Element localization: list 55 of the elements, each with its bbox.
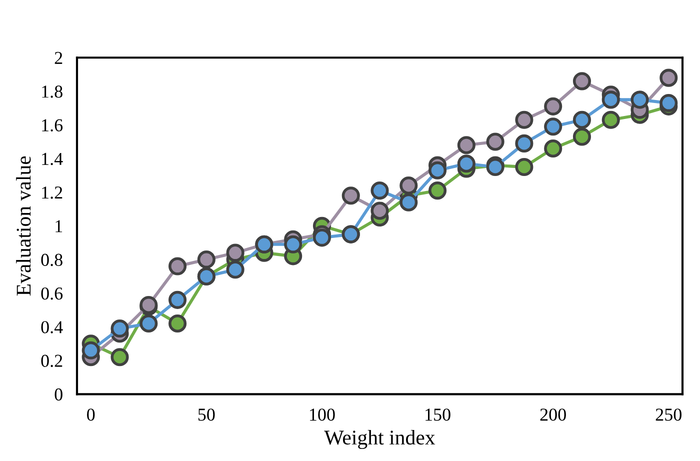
point xyxy=(168,314,187,333)
point xyxy=(486,132,504,151)
y-tick-label: 1.4 xyxy=(42,152,63,166)
point xyxy=(602,110,620,129)
point xyxy=(370,202,389,220)
point xyxy=(544,118,562,136)
x-tick-label: 250 xyxy=(656,408,682,421)
point xyxy=(312,228,331,247)
y-tick-label: 0.6 xyxy=(41,287,63,300)
point xyxy=(457,136,476,154)
y-tick-label: 1.8 xyxy=(42,86,62,98)
y-tick-label: 2 xyxy=(54,52,62,64)
point xyxy=(428,182,447,200)
point xyxy=(630,90,649,109)
point xyxy=(284,235,302,254)
y-axis-title: Evaluation value xyxy=(16,156,31,296)
y-tick-label: 0.8 xyxy=(41,254,62,266)
point xyxy=(572,110,591,129)
point xyxy=(602,90,620,109)
point xyxy=(572,128,591,146)
y-tick-label: 1 xyxy=(56,220,62,232)
x-axis-title: Weight index xyxy=(324,430,436,449)
point xyxy=(110,348,129,366)
point xyxy=(515,110,534,129)
point xyxy=(110,320,129,338)
point xyxy=(168,257,187,276)
y-tick-label: 0.4 xyxy=(41,321,63,334)
x-tick-label: 0 xyxy=(87,408,95,421)
point xyxy=(370,182,389,200)
point xyxy=(197,250,216,269)
point xyxy=(544,97,562,116)
y-tick-label: 1.6 xyxy=(42,119,63,132)
point xyxy=(400,193,418,212)
point xyxy=(342,186,360,205)
point xyxy=(572,72,591,90)
point xyxy=(226,244,244,262)
point xyxy=(226,260,244,279)
point xyxy=(515,134,534,152)
y-tick-label: 1.2 xyxy=(42,186,62,199)
point xyxy=(140,314,158,333)
point xyxy=(168,290,187,309)
y-tick-label: 0 xyxy=(54,388,62,401)
point xyxy=(660,94,678,112)
x-tick-label: 150 xyxy=(426,408,450,421)
point xyxy=(457,154,476,173)
point xyxy=(544,139,562,158)
point xyxy=(82,341,100,360)
point xyxy=(660,68,678,87)
point xyxy=(400,176,418,195)
point xyxy=(428,161,447,180)
y-tick-label: 0.2 xyxy=(41,354,62,368)
x-tick-label: 100 xyxy=(310,408,335,421)
point xyxy=(515,158,534,176)
x-tick-label: 200 xyxy=(540,408,566,421)
x-tick-label: 50 xyxy=(198,408,215,421)
